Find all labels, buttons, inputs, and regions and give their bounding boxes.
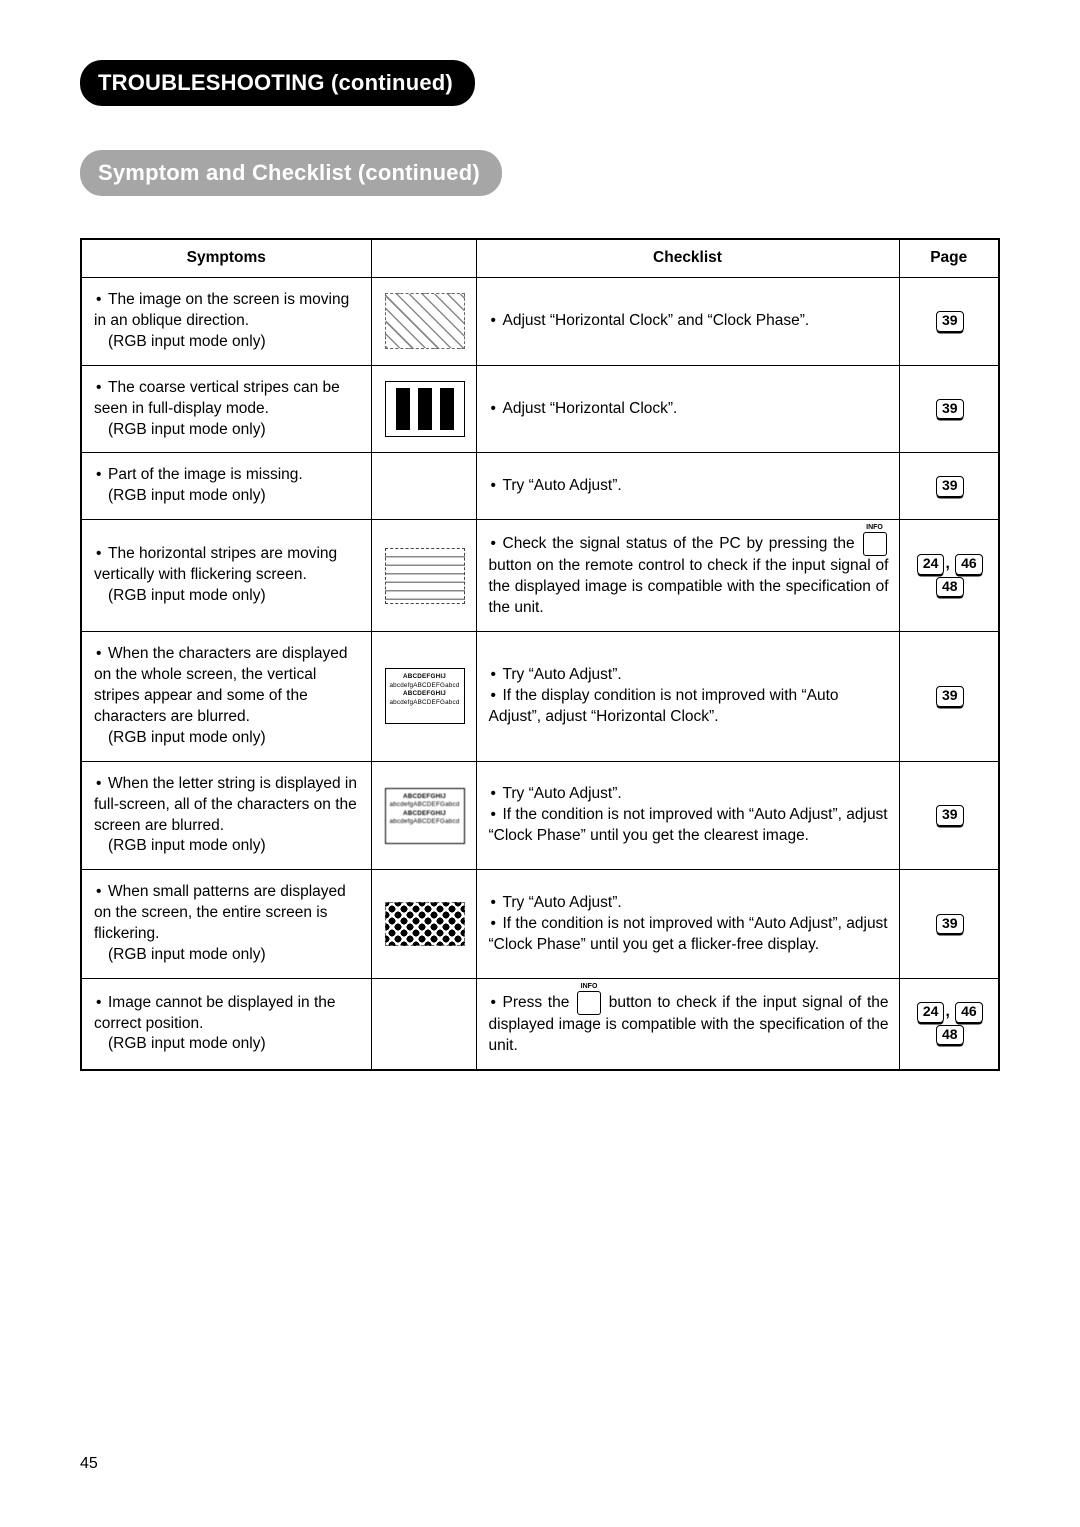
table-row: The coarse vertical stripes can be seen … bbox=[81, 365, 999, 453]
page-cell: 39 bbox=[899, 761, 999, 870]
page-ref: 46 bbox=[955, 554, 983, 575]
table-body: The image on the screen is moving in an … bbox=[81, 277, 999, 1069]
page-cell: 39 bbox=[899, 632, 999, 762]
symptom-icon bbox=[371, 979, 476, 1070]
page-cell: 39 bbox=[899, 365, 999, 453]
symptom-icon: ABCDEFGHIJabcdefgABCDEFGabcdABCDEFGHIJab… bbox=[371, 632, 476, 762]
page-ref: 39 bbox=[936, 686, 964, 707]
col-page: Page bbox=[899, 239, 999, 277]
col-symptoms: Symptoms bbox=[81, 239, 371, 277]
section-title: TROUBLESHOOTING (continued) bbox=[80, 60, 475, 106]
checklist-cell: Press the INFO button to check if the in… bbox=[476, 979, 899, 1070]
page-cell: 24, 4648 bbox=[899, 520, 999, 632]
table-row: The image on the screen is moving in an … bbox=[81, 277, 999, 365]
troubleshooting-table: Symptoms Checklist Page The image on the… bbox=[80, 238, 1000, 1071]
page-ref: 48 bbox=[936, 577, 964, 598]
checklist-cell: Adjust “Horizontal Clock” and “Clock Pha… bbox=[476, 277, 899, 365]
symptom-cell: The coarse vertical stripes can be seen … bbox=[81, 365, 371, 453]
page-ref: 48 bbox=[936, 1025, 964, 1046]
symptom-icon bbox=[371, 520, 476, 632]
symptom-icon bbox=[371, 365, 476, 453]
page-cell: 39 bbox=[899, 870, 999, 979]
symptom-cell: Image cannot be displayed in the correct… bbox=[81, 979, 371, 1070]
symptom-icon bbox=[371, 277, 476, 365]
checklist-cell: Try “Auto Adjust”.If the condition is no… bbox=[476, 761, 899, 870]
page-number: 45 bbox=[80, 1455, 98, 1473]
symptom-cell: When the letter string is displayed in f… bbox=[81, 761, 371, 870]
table-row: When the characters are displayed on the… bbox=[81, 632, 999, 762]
table-row: Image cannot be displayed in the correct… bbox=[81, 979, 999, 1070]
symptom-cell: The image on the screen is moving in an … bbox=[81, 277, 371, 365]
page-ref: 46 bbox=[955, 1002, 983, 1023]
checklist-cell: Try “Auto Adjust”.If the condition is no… bbox=[476, 870, 899, 979]
table-row: When small patterns are displayed on the… bbox=[81, 870, 999, 979]
page-cell: 24, 4648 bbox=[899, 979, 999, 1070]
page-ref: 39 bbox=[936, 914, 964, 935]
symptom-icon bbox=[371, 453, 476, 520]
table-row: The horizontal stripes are moving vertic… bbox=[81, 520, 999, 632]
checklist-cell: Try “Auto Adjust”. bbox=[476, 453, 899, 520]
table-row: When the letter string is displayed in f… bbox=[81, 761, 999, 870]
page-ref: 39 bbox=[936, 311, 964, 332]
symptom-icon: ABCDEFGHIJabcdefgABCDEFGabcdABCDEFGHIJab… bbox=[371, 761, 476, 870]
subsection-title: Symptom and Checklist (continued) bbox=[80, 150, 502, 196]
table-row: Part of the image is missing.(RGB input … bbox=[81, 453, 999, 520]
symptom-cell: Part of the image is missing.(RGB input … bbox=[81, 453, 371, 520]
checklist-cell: Adjust “Horizontal Clock”. bbox=[476, 365, 899, 453]
page-ref: 39 bbox=[936, 476, 964, 497]
page-cell: 39 bbox=[899, 277, 999, 365]
col-icon bbox=[371, 239, 476, 277]
page-ref: 39 bbox=[936, 805, 964, 826]
checklist-cell: Try “Auto Adjust”.If the display conditi… bbox=[476, 632, 899, 762]
table-header-row: Symptoms Checklist Page bbox=[81, 239, 999, 277]
page-ref: 24 bbox=[917, 1002, 945, 1023]
symptom-cell: When the characters are displayed on the… bbox=[81, 632, 371, 762]
page-ref: 24 bbox=[917, 554, 945, 575]
checklist-cell: Check the signal status of the PC by pre… bbox=[476, 520, 899, 632]
symptom-cell: When small patterns are displayed on the… bbox=[81, 870, 371, 979]
page-ref: 39 bbox=[936, 399, 964, 420]
page-cell: 39 bbox=[899, 453, 999, 520]
symptom-icon bbox=[371, 870, 476, 979]
symptom-cell: The horizontal stripes are moving vertic… bbox=[81, 520, 371, 632]
col-checklist: Checklist bbox=[476, 239, 899, 277]
